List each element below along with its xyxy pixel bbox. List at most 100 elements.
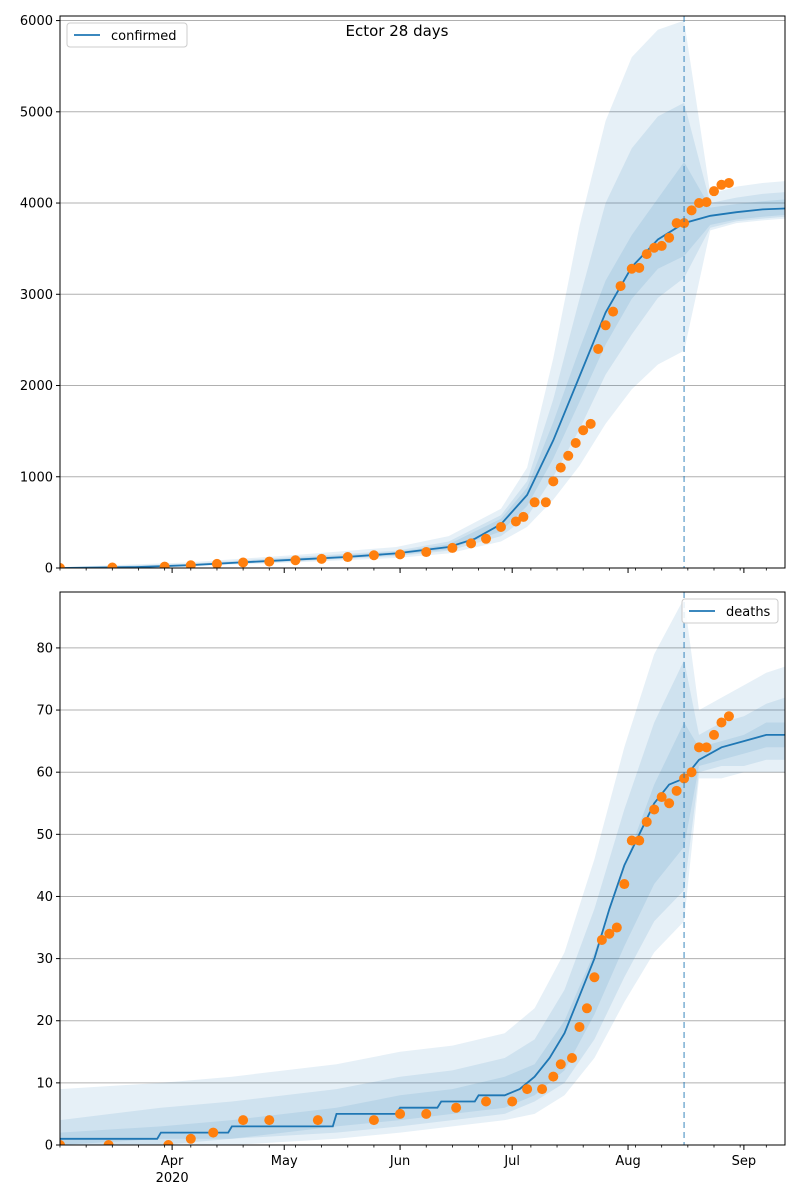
observed-point: [679, 773, 690, 784]
observed-point: [466, 538, 477, 549]
observed-point: [574, 1021, 585, 1032]
observed-point: [716, 717, 727, 728]
observed-point: [593, 344, 604, 355]
axes-frame: [59, 591, 786, 1146]
observed-point: [708, 186, 719, 197]
observed-point: [159, 561, 170, 568]
observed-point: [656, 792, 667, 803]
plot-area: [60, 598, 785, 1145]
observed-point: [686, 205, 697, 216]
confirmed-line: [60, 207, 785, 568]
observed-point: [581, 1003, 592, 1014]
uncertainty-band-1: [60, 598, 785, 1145]
y-tick-label: 3000: [20, 288, 53, 303]
observed-point: [671, 785, 682, 796]
x-tick-label: Sep: [732, 1154, 757, 1169]
observed-point: [421, 1108, 432, 1119]
observed-point: [566, 1053, 577, 1064]
observed-point: [481, 533, 492, 544]
uncertainty-band-2: [60, 102, 785, 568]
observed-point: [641, 816, 652, 827]
y-tick-label: 1000: [20, 470, 53, 485]
observed-point: [723, 711, 734, 722]
observed-point: [694, 198, 705, 209]
observed-point: [600, 320, 611, 331]
observed-point: [264, 1115, 275, 1126]
observed-point: [694, 742, 705, 753]
observed-point: [608, 306, 619, 317]
observed-point: [596, 934, 607, 945]
y-tick-label: 10: [36, 1076, 53, 1091]
confirmed-legend: confirmed: [66, 22, 188, 48]
deaths-panel: 0 10 20 30 40 50 60 70 80 Apr 2020 May Jun Jul Aug Sep d…: [36, 591, 786, 1186]
observed-point: [686, 767, 697, 778]
observed-point: [578, 425, 589, 436]
observed-point: [522, 1084, 533, 1095]
observed-point: [447, 542, 458, 553]
y-tick-label: 20: [36, 1014, 53, 1029]
x-tick-label: Aug: [615, 1154, 640, 1169]
observed-point: [634, 262, 645, 273]
uncertainty-band-2: [60, 660, 785, 1145]
x-tick-label: May: [271, 1154, 298, 1169]
y-tick-label: 30: [36, 952, 53, 967]
observed-point: [495, 521, 506, 532]
observed-point: [368, 550, 379, 561]
observed-point: [60, 563, 65, 568]
observed-point: [708, 729, 719, 740]
observed-point: [510, 516, 521, 527]
observed-point: [548, 476, 559, 487]
observed-point: [185, 560, 196, 568]
confirmed-panel: 0 1000 2000 3000 4000 5000 6000 confirmed: [20, 14, 786, 577]
observed-point: [290, 555, 301, 566]
observed-point: [589, 972, 600, 983]
x-tick-label: Jul: [503, 1154, 520, 1169]
observed-point: [563, 450, 574, 461]
observed-point: [518, 511, 529, 522]
observed-point: [701, 197, 712, 208]
legend-label: confirmed: [111, 29, 177, 44]
observed-point: [585, 418, 596, 429]
observed-point: [211, 558, 222, 568]
x-tick-year-label: 2020: [156, 1171, 189, 1186]
observed-point: [679, 218, 690, 229]
observed-point: [451, 1102, 462, 1113]
y-tick-label: 80: [36, 641, 53, 656]
observed-point: [716, 179, 727, 190]
observed-point: [238, 557, 249, 568]
figure-title: Ector 28 days: [346, 22, 449, 40]
observed-point: [107, 562, 118, 568]
observed-point: [185, 1133, 196, 1144]
observed-point: [342, 552, 353, 563]
deaths-legend: deaths: [681, 598, 779, 624]
x-tick-label: Jun: [389, 1154, 410, 1169]
observed-point: [555, 462, 566, 473]
observed-point: [701, 742, 712, 753]
y-tick-label: 40: [36, 890, 53, 905]
observed-point: [619, 879, 630, 890]
y-tick-label: 5000: [20, 105, 53, 120]
observed-point: [163, 1140, 174, 1145]
observed-point: [238, 1115, 249, 1126]
observed-point: [548, 1071, 559, 1082]
observed-point: [555, 1059, 566, 1070]
y-tick-label: 60: [36, 766, 53, 781]
y-tick-label: 50: [36, 828, 53, 843]
y-tick-label: 6000: [20, 14, 53, 29]
axes-frame: [59, 15, 786, 569]
x-tick-label: Apr: [161, 1154, 184, 1169]
observed-point: [615, 281, 626, 292]
observed-point: [421, 547, 432, 558]
observed-point: [604, 928, 615, 939]
observed-point: [641, 249, 652, 260]
observed-point: [312, 1115, 323, 1126]
observed-point: [649, 804, 660, 815]
legend-box: [66, 22, 188, 48]
observed-point: [208, 1127, 219, 1138]
y-tick-label: 70: [36, 704, 53, 719]
observed-point: [626, 263, 637, 274]
observed-point: [664, 798, 675, 809]
observed-point: [103, 1140, 114, 1145]
